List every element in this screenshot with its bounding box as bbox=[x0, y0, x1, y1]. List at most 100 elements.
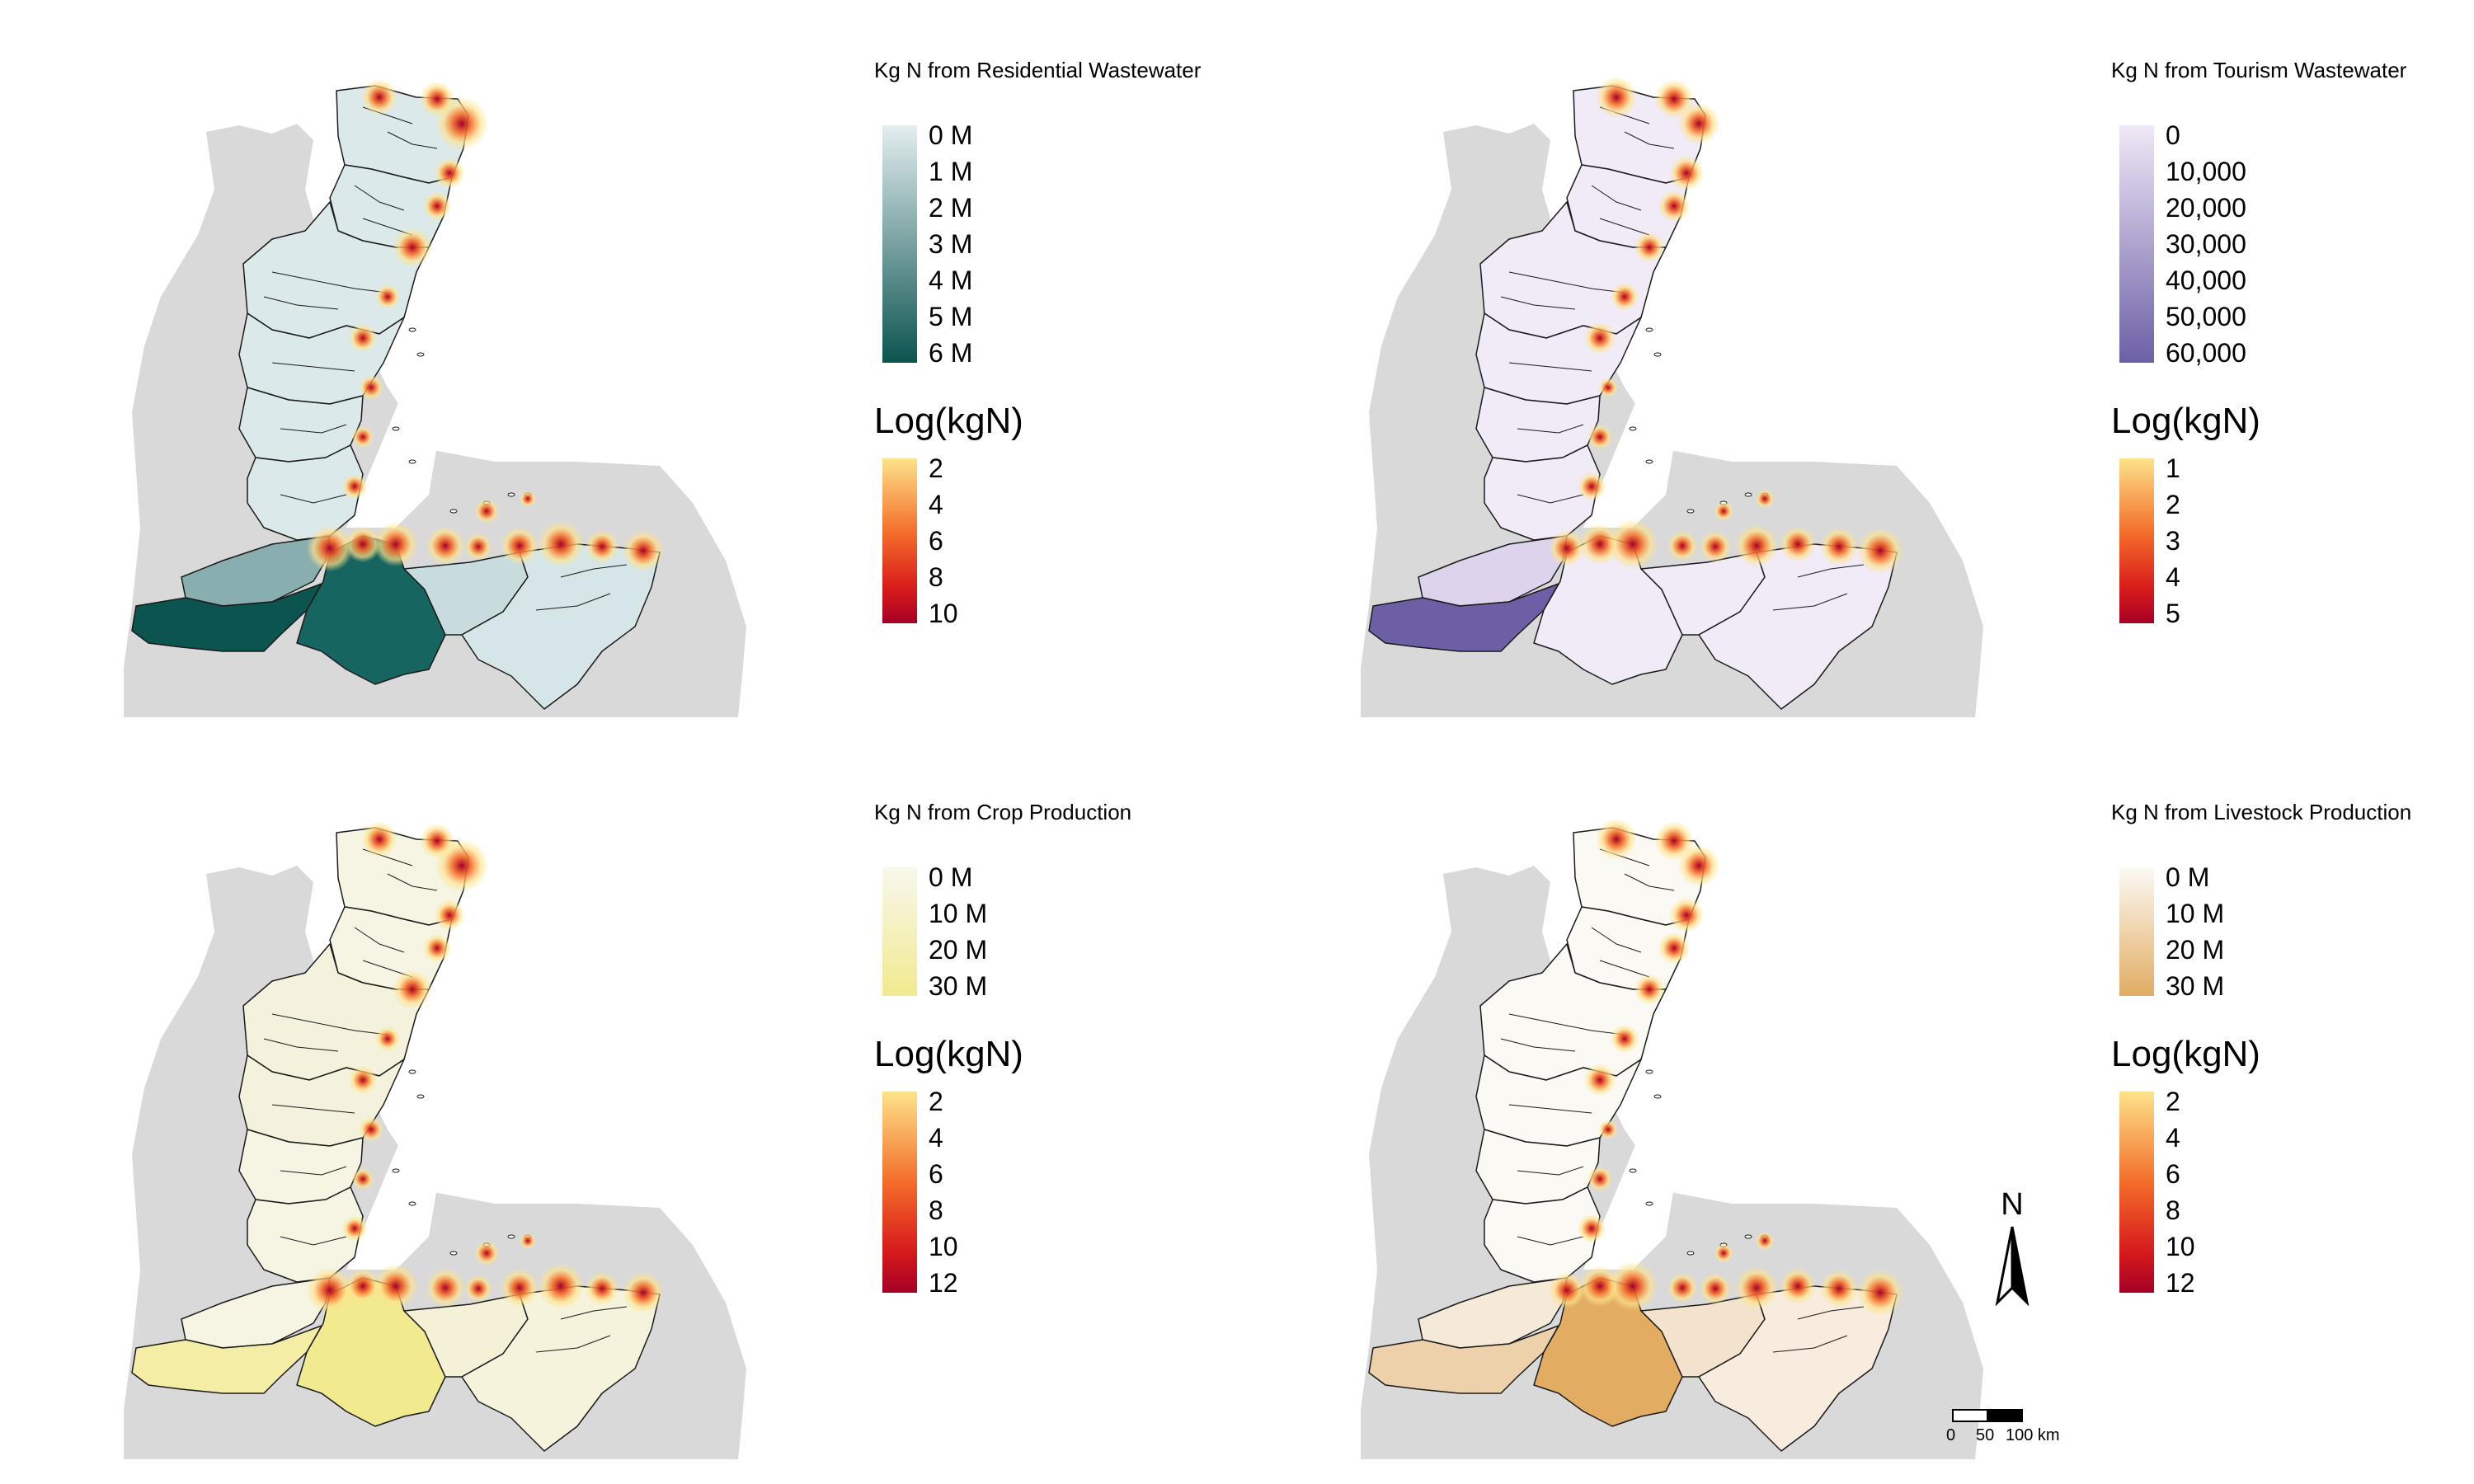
hotspot-9 bbox=[1598, 378, 1618, 397]
cay-1 bbox=[408, 327, 416, 332]
hotspot-1 bbox=[360, 78, 398, 116]
sub-basin-line-6 bbox=[1500, 1038, 1576, 1052]
map-crop bbox=[124, 820, 746, 1459]
panel-residential: Kg N from Residential Wastewater 0 M 1 M 2… bbox=[0, 0, 1237, 742]
hotspot-5 bbox=[422, 191, 452, 221]
sub-basin-line-6 bbox=[263, 296, 339, 310]
hotspot-14 bbox=[1607, 519, 1658, 570]
hotspot-4 bbox=[1668, 155, 1705, 191]
sub-basin-line-4 bbox=[1599, 218, 1650, 236]
hotspot-19 bbox=[1819, 1269, 1859, 1308]
hotspot-9 bbox=[1598, 1120, 1618, 1139]
log-legend-title: Log(kgN) bbox=[2111, 1034, 2260, 1074]
hotspot-11 bbox=[1577, 472, 1606, 501]
watershed-6 bbox=[1484, 444, 1601, 541]
fill-tick-label: 2 M bbox=[929, 193, 973, 223]
sub-basin-line-6 bbox=[263, 1038, 339, 1052]
log-tick-label: 2 bbox=[929, 1087, 943, 1116]
fill-tick-label: 10,000 bbox=[2166, 157, 2246, 186]
cay-2 bbox=[1653, 352, 1662, 357]
sub-basin-line-11 bbox=[535, 593, 611, 611]
hotspot-5 bbox=[1658, 932, 1691, 965]
hotspot-1 bbox=[1595, 76, 1638, 119]
hotspot-4 bbox=[434, 899, 465, 931]
hotspot-8 bbox=[1583, 1064, 1616, 1097]
hotspot-16 bbox=[1699, 1272, 1732, 1305]
hotspot-20 bbox=[622, 529, 665, 572]
hotspot-16 bbox=[464, 533, 492, 561]
hotspot-19 bbox=[585, 529, 619, 564]
fill-tick-label: 30,000 bbox=[2166, 229, 2246, 259]
hotspot-20 bbox=[1856, 1269, 1904, 1317]
sub-basin-line-11 bbox=[1772, 593, 1848, 611]
watershed-8 bbox=[131, 583, 322, 652]
sub-basin-line-9 bbox=[1517, 1236, 1584, 1246]
sub-basin-line-7 bbox=[1508, 1104, 1592, 1114]
watershed-8 bbox=[1368, 1325, 1559, 1394]
watershed-8 bbox=[1368, 583, 1559, 652]
fill-tick-label: 10 M bbox=[2166, 899, 2225, 928]
hotspot-8 bbox=[1583, 322, 1616, 355]
cay-2 bbox=[1653, 1094, 1662, 1099]
log-tick-label: 12 bbox=[2166, 1268, 2195, 1298]
sub-basin-line-3 bbox=[354, 927, 405, 953]
hotspot-8 bbox=[348, 1065, 378, 1095]
panel-tourism: Kg N from Tourism Wastewater 0 10,000 20,0… bbox=[1237, 0, 2474, 742]
hotspot-5 bbox=[1658, 190, 1691, 223]
log-tick-label: 4 bbox=[2166, 562, 2180, 592]
hotspot-20 bbox=[622, 1271, 665, 1314]
fill-tick-label: 20 M bbox=[2166, 935, 2225, 965]
hotspot-17 bbox=[500, 526, 539, 566]
hotspot-13 bbox=[344, 525, 382, 563]
fill-tick-label: 0 M bbox=[929, 120, 973, 150]
fill-tick-label: 20 M bbox=[929, 935, 988, 965]
sub-basin-line-5 bbox=[1508, 271, 1625, 294]
cay-5 bbox=[1686, 509, 1695, 514]
log-tick-label: 2 bbox=[2166, 490, 2180, 519]
hotspot-21 bbox=[1714, 1243, 1733, 1263]
hotspot-13 bbox=[344, 1267, 382, 1305]
log-tick-label: 6 bbox=[929, 526, 943, 556]
watershed-6 bbox=[247, 1186, 364, 1283]
cay-1 bbox=[408, 1069, 416, 1074]
log-tick-label: 6 bbox=[929, 1159, 943, 1189]
hotspot-22 bbox=[519, 490, 537, 508]
panel-livestock: Kg N from Livestock Production 0 M 10 M 20… bbox=[1237, 742, 2474, 1484]
hotspot-16 bbox=[464, 1275, 492, 1303]
fill-tick-label: 30 M bbox=[929, 971, 988, 1001]
sub-basin-line-8 bbox=[1517, 424, 1584, 434]
hotspot-18 bbox=[1779, 525, 1817, 563]
log-tick-label: 12 bbox=[929, 1268, 958, 1298]
log-tick-label: 3 bbox=[2166, 526, 2180, 556]
hotspot-14 bbox=[373, 521, 419, 567]
log-legend-title: Log(kgN) bbox=[2111, 401, 2260, 441]
sub-basin-line-8 bbox=[1517, 1166, 1584, 1176]
sub-basin-line-7 bbox=[271, 1104, 355, 1114]
cay-2 bbox=[416, 352, 425, 357]
hotspot-8 bbox=[348, 323, 378, 353]
legend-title: Kg N from Livestock Production bbox=[2111, 800, 2412, 824]
hotspot-19 bbox=[1819, 527, 1859, 566]
hotspot-18 bbox=[537, 1262, 585, 1310]
hotspot-15 bbox=[1667, 1272, 1698, 1303]
hotspot-3 bbox=[1677, 844, 1720, 887]
fill-tick-label: 4 M bbox=[929, 265, 973, 295]
cay-5 bbox=[449, 1251, 458, 1256]
sub-basin-line-3 bbox=[1591, 927, 1642, 953]
north-label: N bbox=[2001, 1187, 2024, 1222]
cay-3 bbox=[1629, 1168, 1637, 1173]
sub-basin-line-2 bbox=[1624, 131, 1675, 149]
watershed-6 bbox=[1484, 1186, 1601, 1283]
hotspot-18 bbox=[1779, 1267, 1817, 1305]
hotspot-16 bbox=[1699, 530, 1732, 563]
fill-tick-label: 10 M bbox=[929, 899, 988, 928]
hotspot-12 bbox=[306, 524, 354, 572]
watershed-6 bbox=[247, 444, 364, 541]
cay-1 bbox=[1645, 1069, 1653, 1074]
sub-basin-line-11 bbox=[535, 1335, 611, 1353]
sub-basin-line-6 bbox=[1500, 296, 1576, 310]
fill-tick-label: 5 M bbox=[929, 302, 973, 331]
legend-title: Kg N from Tourism Wastewater bbox=[2111, 58, 2407, 82]
fill-tick-label: 60,000 bbox=[2166, 338, 2246, 368]
sub-basin-line-10 bbox=[560, 1306, 628, 1320]
